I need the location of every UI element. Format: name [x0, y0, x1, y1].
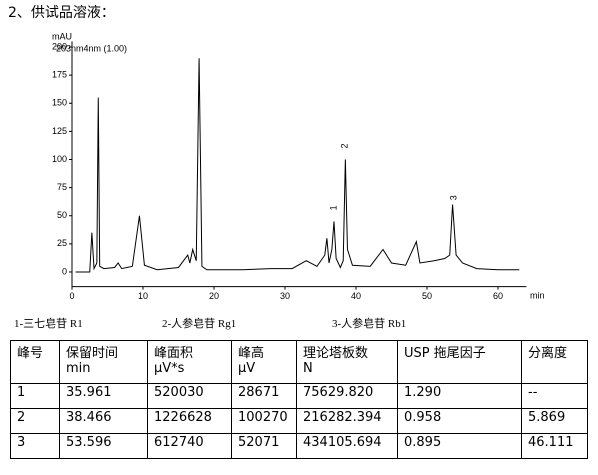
chromatogram-trace — [75, 58, 520, 273]
cell: 216282.394 — [296, 408, 398, 434]
x-axis-label: min — [530, 290, 545, 300]
series-label: 203nm4nm (1.00) — [56, 43, 127, 53]
cell: 5.869 — [521, 408, 588, 434]
cell: 3 — [10, 433, 60, 459]
cell: 0.958 — [397, 408, 522, 434]
legend-entry: 3-人参皂苷 Rb1 — [332, 318, 407, 330]
cell: 75629.820 — [296, 383, 398, 409]
y-tick-label: 150 — [52, 98, 67, 108]
y-tick-label: 75 — [57, 182, 67, 192]
legend-entry: 1-三七皂苷 R1 — [14, 318, 83, 330]
header-cell: 峰面积 μV*s — [147, 340, 232, 384]
cell: -- — [521, 383, 588, 409]
x-tick-label: 30 — [280, 291, 290, 301]
cell: 0.895 — [397, 433, 522, 459]
y-tick-label: 100 — [52, 154, 67, 164]
cell: 38.466 — [59, 408, 148, 434]
header-cell: 峰高 μV — [231, 340, 297, 384]
y-axis-label: mAU — [52, 31, 72, 41]
cell: 1226628 — [147, 408, 232, 434]
cell: 434105.694 — [296, 433, 398, 459]
header-text: 分离度 — [528, 346, 568, 361]
x-tick-label: 0 — [69, 291, 74, 301]
y-tick-label: 50 — [57, 210, 67, 220]
header-text: 理论塔板数 — [303, 346, 369, 361]
cell: 612740 — [147, 433, 232, 459]
x-tick-label: 20 — [209, 291, 219, 301]
header-text: N — [303, 361, 313, 376]
cell: 28671 — [231, 383, 297, 409]
cell: 100270 — [231, 408, 297, 434]
y-tick-label: 0 — [62, 266, 67, 276]
header-text: μV*s — [154, 361, 185, 376]
header-cell: 分离度 — [521, 340, 588, 384]
cell: 1 — [10, 383, 60, 409]
x-tick-label: 60 — [493, 291, 503, 301]
cell: 2 — [10, 408, 60, 434]
header-text: μV — [238, 361, 256, 376]
peak-label: 3 — [448, 195, 458, 200]
header-text: 保留时间 — [66, 346, 119, 361]
cell: 52071 — [231, 433, 297, 459]
chart: mAU 203nm4nm (1.00) min 0255075100125150… — [52, 31, 545, 301]
y-tick-label: 25 — [57, 238, 67, 248]
cell: 520030 — [147, 383, 232, 409]
header-text: 峰号 — [17, 346, 44, 361]
x-tick-label: 10 — [138, 291, 148, 301]
y-tick-label: 175 — [52, 70, 67, 80]
x-tick-label: 40 — [351, 291, 361, 301]
header-cell: 理论塔板数 N — [296, 340, 398, 384]
header-text: 峰面积 — [154, 346, 194, 361]
header-cell: 峰号 — [10, 340, 60, 384]
cell: 53.596 — [59, 433, 148, 459]
peak-label: 2 — [340, 143, 350, 148]
heading: 2、供试品溶液： — [8, 5, 115, 21]
cell: 35.961 — [59, 383, 148, 409]
header-text: min — [66, 361, 91, 376]
x-tick-label: 50 — [422, 291, 432, 301]
header-text: USP 拖尾因子 — [404, 346, 486, 361]
y-tick-label: 200 — [52, 41, 67, 51]
header-text: 峰高 — [238, 346, 265, 361]
y-tick-label: 125 — [52, 126, 67, 136]
data-table: 峰号 保留时间 min 峰面积 μV*s 峰高 μV 理论塔板数 N USP 拖尾因子 分离度 1 35… — [10, 340, 588, 459]
cell: 1.290 — [397, 383, 522, 409]
header-cell: USP 拖尾因子 — [397, 340, 522, 384]
peak-label: 1 — [328, 205, 338, 210]
legend-entry: 2-人参皂苷 Rg1 — [162, 318, 237, 330]
header-cell: 保留时间 min — [59, 340, 148, 384]
cell: 46.111 — [521, 433, 588, 459]
